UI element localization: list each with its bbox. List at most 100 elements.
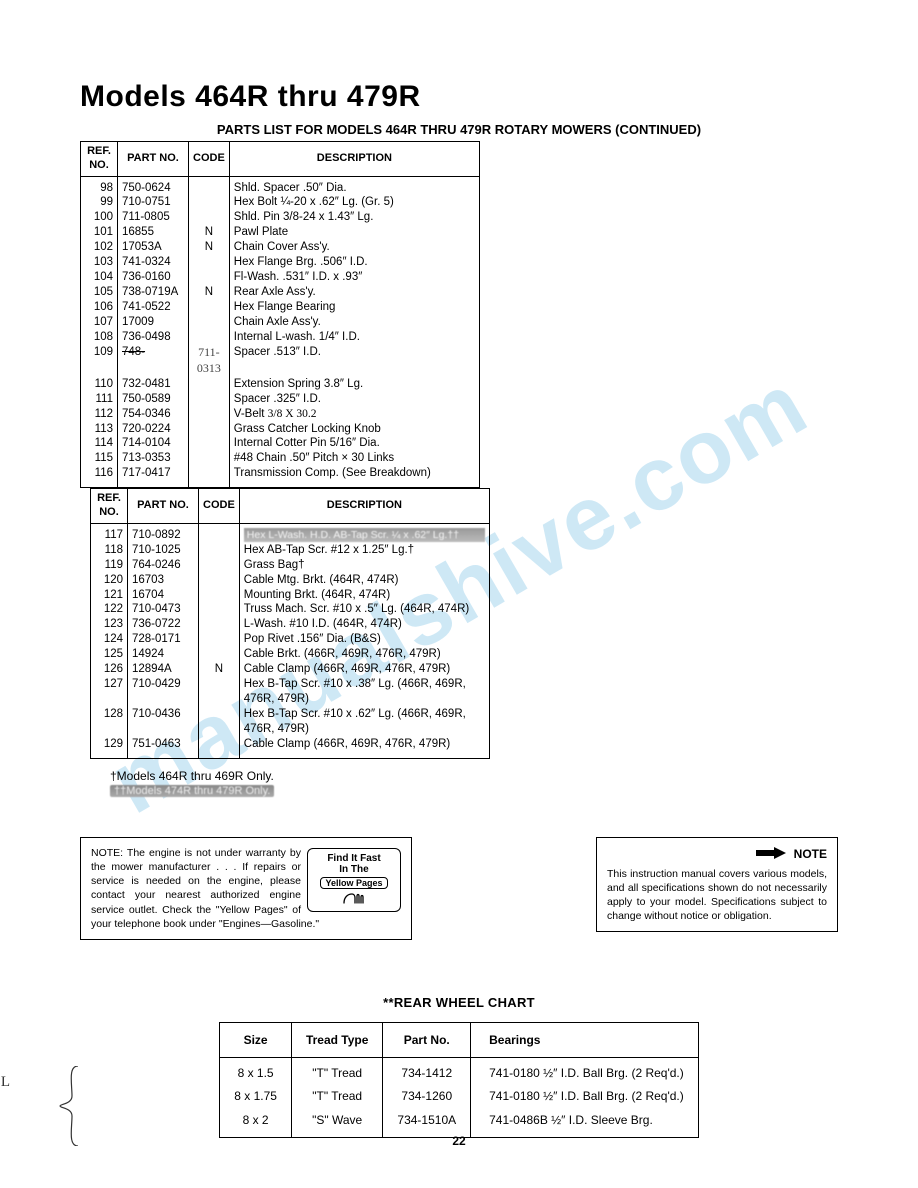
page-title: Models 464R thru 479R	[80, 80, 838, 114]
table-row: 122710-0473Truss Mach. Scr. #10 x .5″ Lg…	[91, 602, 490, 617]
table-row: 124728-0171Pop Rivet .156″ Dia. (B&S)	[91, 632, 490, 647]
cell-bearings: 741-0486B ½″ I.D. Sleeve Brg.	[471, 1109, 699, 1137]
table-row: 98750-0624Shld. Spacer .50″ Dia.	[81, 176, 480, 195]
cell-part: 734-1412	[383, 1057, 471, 1085]
cell-desc: Chain Axle Ass'y.	[229, 315, 479, 330]
cell-desc: Cable Clamp (466R, 469R, 476R, 479R)	[239, 662, 489, 677]
cell-ref: 115	[81, 451, 118, 466]
th-part: PART NO.	[118, 142, 189, 177]
table-row: 10717009Chain Axle Ass'y.	[81, 315, 480, 330]
cell-code: 711-0313	[189, 345, 230, 377]
cell-code	[189, 300, 230, 315]
cell-code	[199, 573, 240, 588]
cell-part: 717-0417	[118, 466, 189, 487]
cell-part: 16704	[128, 588, 199, 603]
cell-desc: Rear Axle Ass'y.	[229, 285, 479, 300]
cell-code	[189, 407, 230, 422]
cell-ref: 106	[81, 300, 118, 315]
engine-warranty-box: Find It Fast In The Yellow Pages NOTE: T…	[80, 837, 412, 940]
cell-desc: L-Wash. #10 I.D. (464R, 474R)	[239, 617, 489, 632]
cell-ref: 121	[91, 588, 128, 603]
cell-ref: 98	[81, 176, 118, 195]
cell-code	[189, 315, 230, 330]
cell-bearings: 741-0180 ½″ I.D. Ball Brg. (2 Req'd.)	[471, 1057, 699, 1085]
cell-desc: Hex Bolt ¼-20 x .62″ Lg. (Gr. 5)	[229, 195, 479, 210]
cell-code	[199, 737, 240, 758]
cell-tread: "S" Wave	[291, 1109, 382, 1137]
cell-code	[199, 523, 240, 542]
cell-code	[189, 255, 230, 270]
table-row: 110732-0481Extension Spring 3.8″ Lg.	[81, 377, 480, 392]
cell-desc: Extension Spring 3.8″ Lg.	[229, 377, 479, 392]
cell-ref: 112	[81, 407, 118, 422]
parts-tables: REF. NO. PART NO. CODE DESCRIPTION 98750…	[80, 141, 838, 759]
footnotes: †Models 464R thru 469R Only. ††Models 47…	[110, 769, 838, 797]
cell-ref: 117	[91, 523, 128, 542]
walking-fingers-icon	[314, 889, 394, 908]
cell-ref: 118	[91, 543, 128, 558]
cell-desc: Chain Cover Ass'y.	[229, 240, 479, 255]
cell-part: 12894A	[128, 662, 199, 677]
findit-line1: Find It Fast	[314, 853, 394, 865]
cell-desc: Hex L-Wash. H.D. AB-Tap Scr. ¼ x .62″ Lg…	[239, 523, 489, 542]
table-row: 100711-0805Shld. Pin 3/8-24 x 1.43″ Lg.	[81, 210, 480, 225]
cell-code	[189, 195, 230, 210]
table-row: 115713-0353#48 Chain .50″ Pitch × 30 Lin…	[81, 451, 480, 466]
table-row: 119764-0246Grass Bag†	[91, 558, 490, 573]
cell-desc: Pawl Plate	[229, 225, 479, 240]
cell-ref: 107	[81, 315, 118, 330]
cell-part: 734-1260	[383, 1085, 471, 1109]
table-row: 113720-0224Grass Catcher Locking Knob	[81, 422, 480, 437]
cell-ref: 101	[81, 225, 118, 240]
cell-part: 711-0805	[118, 210, 189, 225]
cell-ref: 113	[81, 422, 118, 437]
cell-ref: 125	[91, 647, 128, 662]
cell-desc: Shld. Pin 3/8-24 x 1.43″ Lg.	[229, 210, 479, 225]
cell-size: 8 x 1.75	[220, 1085, 292, 1109]
handwritten-annotation: 711-0313	[197, 345, 221, 375]
engine-note-text: NOTE: The engine is not under warranty b…	[91, 847, 319, 930]
cell-part: 751-0463	[128, 737, 199, 758]
cell-part: 16703	[128, 573, 199, 588]
cell-ref: 126	[91, 662, 128, 677]
cell-part: 750-0589	[118, 392, 189, 407]
parts-table-right: REF. NO. PART NO. CODE DESCRIPTION 11771…	[90, 488, 490, 759]
cell-code	[199, 588, 240, 603]
parts-table-left: REF. NO. PART NO. CODE DESCRIPTION 98750…	[80, 141, 480, 488]
cell-part: 710-1025	[128, 543, 199, 558]
cell-part: 741-0324	[118, 255, 189, 270]
cell-part: 710-0429	[128, 677, 199, 707]
cell-part: 738-0719A	[118, 285, 189, 300]
cell-ref: 124	[91, 632, 128, 647]
cell-code	[199, 617, 240, 632]
table-row: 117710-0892Hex L-Wash. H.D. AB-Tap Scr. …	[91, 523, 490, 542]
th-size: Size	[220, 1022, 292, 1057]
table-row: 114714-0104Internal Cotter Pin 5/16″ Dia…	[81, 436, 480, 451]
table-row: 108736-0498Internal L-wash. 1/4″ I.D.	[81, 330, 480, 345]
cell-ref: 119	[91, 558, 128, 573]
cell-part: 736-0722	[128, 617, 199, 632]
cell-ref: 99	[81, 195, 118, 210]
subtitle: PARTS LIST FOR MODELS 464R THRU 479R ROT…	[80, 122, 838, 137]
cell-part: 736-0160	[118, 270, 189, 285]
cell-ref: 120	[91, 573, 128, 588]
cell-desc: Mounting Brkt. (464R, 474R)	[239, 588, 489, 603]
cell-code	[189, 422, 230, 437]
cell-code: N	[189, 225, 230, 240]
cell-desc: Transmission Comp. (See Breakdown)	[229, 466, 479, 487]
table-row: 109748-711-0313Spacer .513″ I.D.	[81, 345, 480, 377]
cell-desc: Spacer .513″ I.D.	[229, 345, 479, 377]
cell-part: 741-0522	[118, 300, 189, 315]
cell-desc: #48 Chain .50″ Pitch × 30 Links	[229, 451, 479, 466]
note-box: NOTE This instruction manual covers vari…	[596, 837, 838, 933]
cell-desc: Pop Rivet .156″ Dia. (B&S)	[239, 632, 489, 647]
cell-part: 714-0104	[118, 436, 189, 451]
cell-code	[189, 330, 230, 345]
rear-wheel-chart-title: **REAR WHEEL CHART	[80, 995, 838, 1010]
th-ref: REF. NO.	[91, 489, 128, 524]
cell-code	[199, 602, 240, 617]
cell-desc: Fl-Wash. .531″ I.D. x .93″	[229, 270, 479, 285]
table-row: 8 x 2"S" Wave734-1510A741-0486B ½″ I.D. …	[220, 1109, 699, 1137]
cell-code	[189, 270, 230, 285]
cell-desc: Cable Clamp (466R, 469R, 476R, 479R)	[239, 737, 489, 758]
